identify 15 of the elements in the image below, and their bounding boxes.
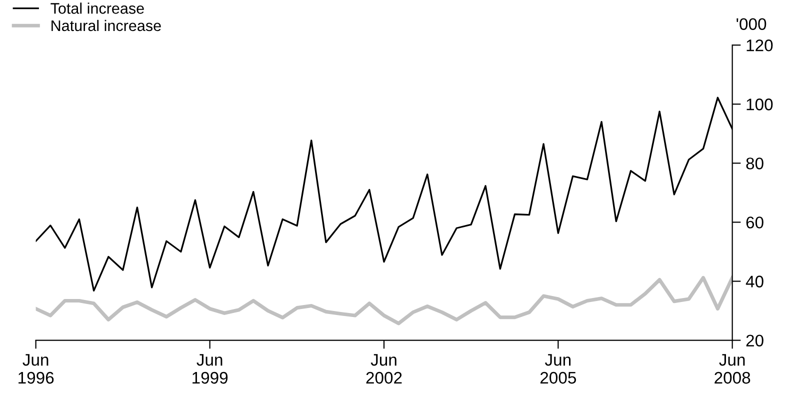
y-tick-label: 100 xyxy=(746,98,773,110)
line-series xyxy=(36,276,732,326)
legend-label: Natural increase xyxy=(52,20,161,32)
y-tick-label: 20 xyxy=(746,334,764,347)
y-tick-label: 60 xyxy=(746,216,764,228)
x-tick-label: Jun 2005 xyxy=(540,354,576,384)
x-tick-label: Jun 2008 xyxy=(714,354,750,384)
y-tick-label: 40 xyxy=(746,276,764,288)
x-tick-label: Jun 1999 xyxy=(192,354,228,384)
x-tick-label: Jun 1996 xyxy=(18,354,54,384)
y-axis-title: '000 xyxy=(736,18,766,30)
legend-label: Total increase xyxy=(50,2,144,14)
x-tick-label: Jun 2002 xyxy=(366,354,402,384)
y-tick-label: 120 xyxy=(746,40,773,52)
y-tick-label: 80 xyxy=(746,158,764,170)
